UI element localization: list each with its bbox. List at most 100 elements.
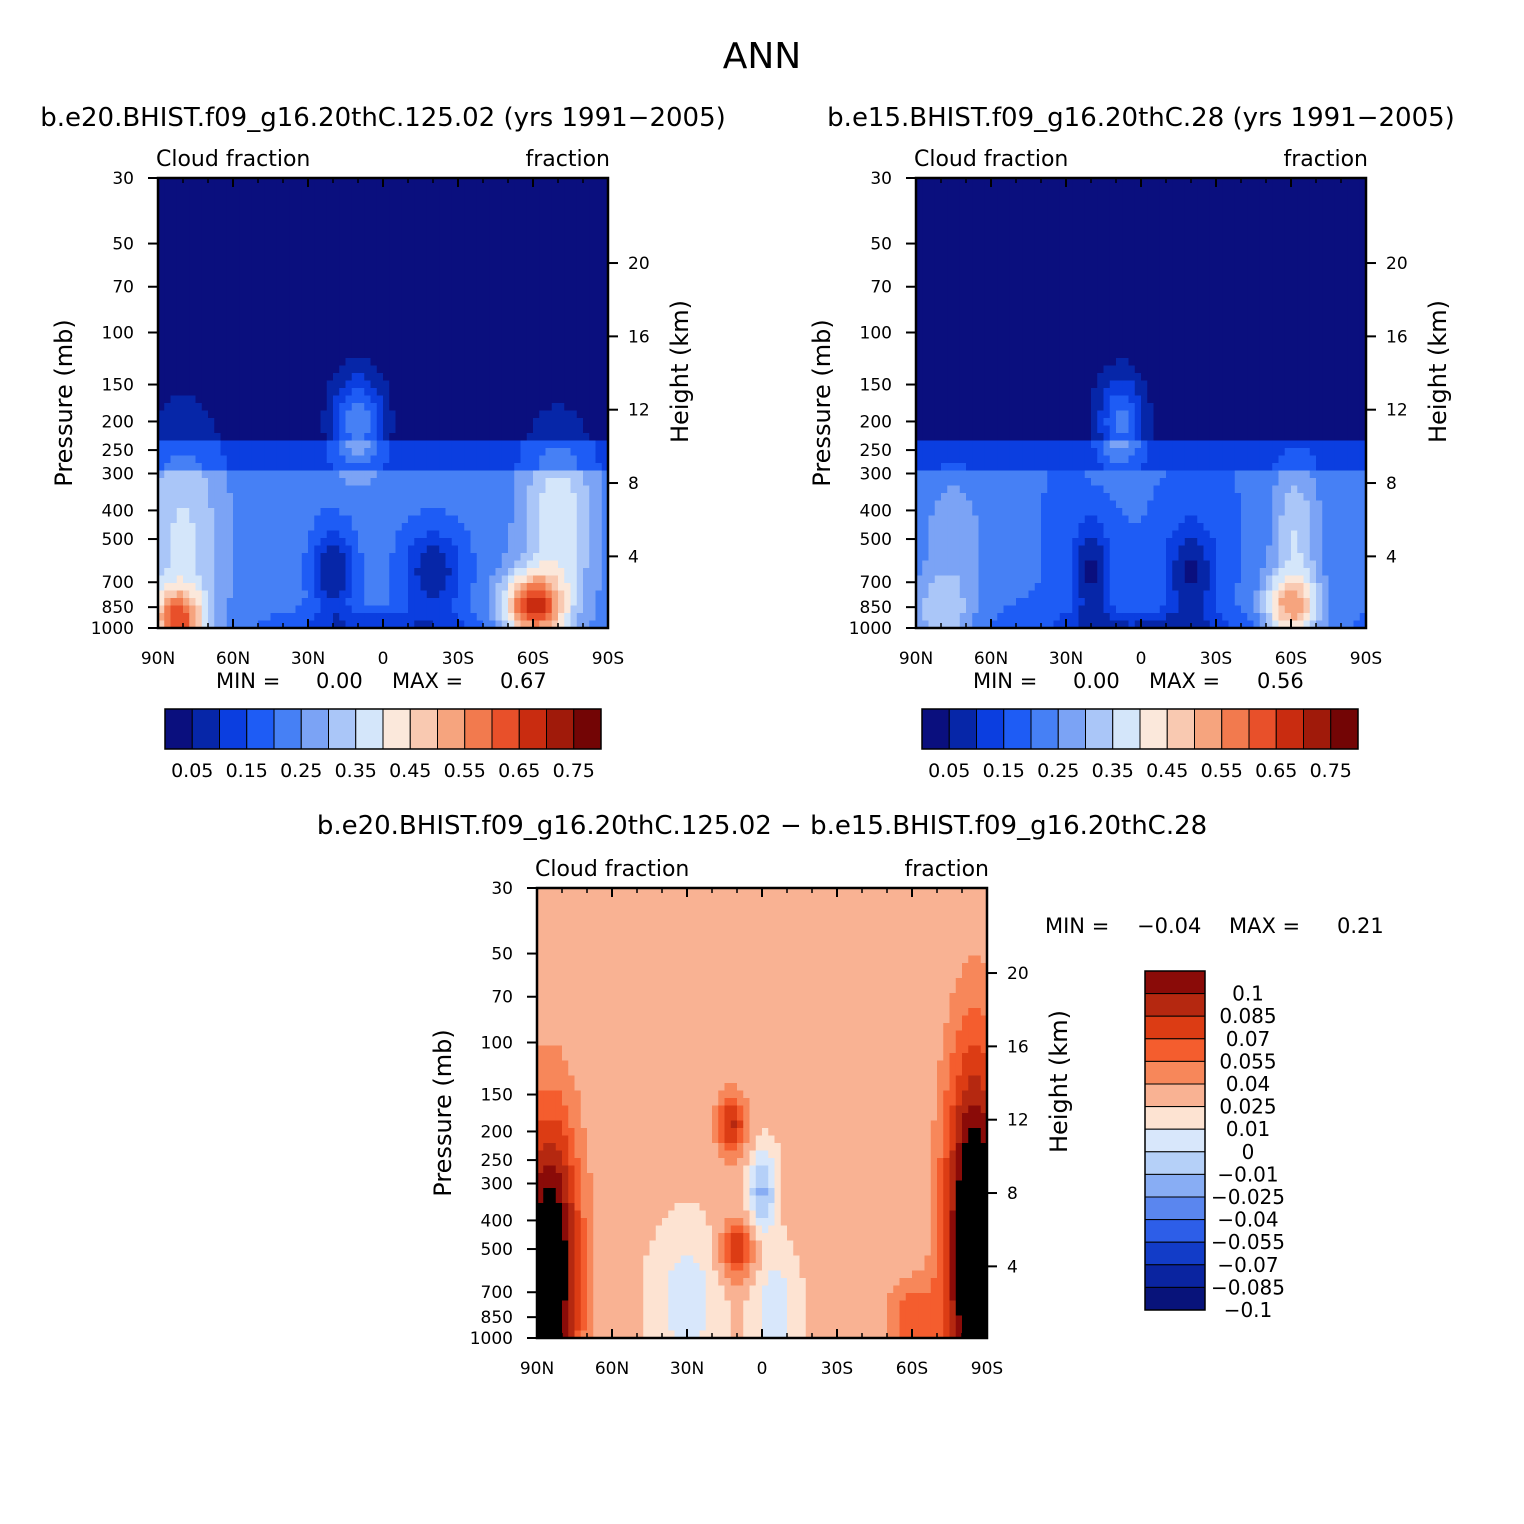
x-tick-label: 30N	[291, 649, 325, 669]
y-tick-label: 250	[481, 1151, 513, 1171]
colorbar: 0.05 0.15 0.25 0.35 0.45 0.55 0.65 0.75	[164, 708, 602, 782]
y-tick-label: 850	[481, 1308, 513, 1328]
colorbar-swatch	[219, 708, 248, 750]
colorbar-swatch	[1144, 1151, 1206, 1175]
y-tick-label: 300	[102, 464, 134, 484]
x-tick-label: 60N	[595, 1359, 629, 1379]
variable-label: Cloud fraction	[535, 857, 689, 882]
x-tick-label: 30S	[442, 649, 474, 669]
colorbar-swatch	[1144, 1038, 1206, 1062]
colorbar-swatch	[1330, 708, 1359, 750]
y-axis-label-right: Height (km)	[1045, 1010, 1073, 1153]
colorbar-label: 0.65	[1255, 760, 1297, 782]
max-label: MAX =	[392, 669, 463, 693]
y-tick-label: 70	[112, 278, 134, 298]
height-tick-label: 8	[1386, 474, 1397, 494]
colorbar-frame	[1144, 970, 1206, 1311]
y-tick-label: 200	[860, 412, 892, 432]
units-label: fraction	[904, 857, 989, 882]
colorbar-label: 0.35	[1092, 760, 1134, 782]
colorbar-label: 0.45	[1146, 760, 1188, 782]
y-tick-label: 400	[860, 501, 892, 521]
x-tick-label: 30S	[821, 1359, 853, 1379]
y-tick-label: 500	[481, 1240, 513, 1260]
colorbar-swatch	[191, 708, 220, 750]
x-tick-label: 60S	[1275, 649, 1307, 669]
colorbar-swatch	[1144, 1106, 1206, 1130]
x-tick-label: 60N	[974, 649, 1008, 669]
colorbar-label: 0.55	[444, 760, 486, 782]
y-axis-label-right: Height (km)	[1424, 300, 1452, 443]
colorbar-swatch	[1144, 1173, 1206, 1198]
height-tick-label: 12	[1386, 401, 1408, 421]
min-value: 0.00	[316, 669, 363, 693]
height-tick-label: 16	[1386, 327, 1408, 347]
colorbar-label: 0.04	[1226, 1072, 1271, 1096]
colorbar-swatch	[1144, 1219, 1206, 1243]
y-tick-label: 850	[102, 598, 134, 618]
min-label: MIN =	[216, 669, 280, 693]
colorbar-label: 0.07	[1226, 1027, 1271, 1051]
units-label: fraction	[1283, 147, 1368, 172]
x-tick-label: 90S	[971, 1359, 1003, 1379]
y-tick-label: 250	[102, 441, 134, 461]
y-tick-label: 700	[860, 573, 892, 593]
height-tick-label: 16	[1007, 1037, 1029, 1057]
colorbar-swatch	[1275, 708, 1304, 750]
y-tick-label: 850	[860, 598, 892, 618]
min-label: MIN =	[973, 669, 1037, 693]
y-tick-label: 300	[860, 464, 892, 484]
height-tick-label: 12	[1007, 1111, 1029, 1131]
colorbar-swatch	[1144, 1241, 1206, 1266]
chart-panel: 90N 60N 30N 0 30S 60S 90S 30 50 70 100 150 200 250 300…	[808, 147, 1452, 669]
colorbar-swatch	[1144, 1286, 1206, 1311]
colorbar-label: 0.15	[983, 760, 1025, 782]
max-value: 0.67	[500, 669, 547, 693]
colorbar-swatch	[1144, 1060, 1206, 1085]
colorbar-swatch	[1221, 708, 1250, 750]
colorbar-swatch	[1144, 1015, 1206, 1040]
x-tick-label: 60N	[216, 649, 250, 669]
colorbar-label: 0.025	[1219, 1095, 1276, 1119]
height-tick-label: 4	[628, 547, 639, 567]
colorbar-swatch	[1303, 708, 1332, 750]
colorbar-swatch	[1166, 708, 1195, 750]
height-tick-label: 12	[628, 401, 650, 421]
y-tick-label: 250	[860, 441, 892, 461]
y-tick-label: 200	[102, 412, 134, 432]
y-tick-label: 300	[481, 1174, 513, 1194]
colorbar-label: −0.055	[1211, 1230, 1285, 1254]
y-tick-label: 30	[870, 169, 892, 189]
variable-label: Cloud fraction	[914, 147, 1068, 172]
figure-title: ANN	[722, 36, 802, 77]
colorbar-swatch	[1057, 708, 1086, 750]
y-tick-label: 700	[102, 573, 134, 593]
x-tick-label: 0	[378, 649, 389, 669]
colorbar-label: 0.085	[1219, 1004, 1276, 1028]
colorbar-label: 0.05	[928, 760, 970, 782]
colorbar-swatch	[1144, 1264, 1206, 1288]
colorbar: 0.05 0.15 0.25 0.35 0.45 0.55 0.65 0.75	[921, 708, 1359, 782]
colorbar-label: 0.05	[171, 760, 213, 782]
y-tick-label: 100	[102, 324, 134, 344]
height-tick-label: 20	[1386, 254, 1408, 274]
colorbar-swatch	[1112, 708, 1141, 750]
colorbar-swatch	[921, 708, 950, 750]
min-value: 0.00	[1073, 669, 1120, 693]
chart-panel: 90N 60N 30N 0 30S 60S 90S 30 50 70 100 150 200 250 300…	[50, 147, 694, 669]
contour-field	[158, 178, 609, 629]
colorbar-label: −0.07	[1217, 1253, 1278, 1277]
colorbar-swatch	[382, 708, 411, 750]
height-tick-label: 4	[1007, 1257, 1018, 1277]
y-tick-label: 200	[481, 1122, 513, 1142]
x-tick-label: 0	[1136, 649, 1147, 669]
colorbar-label: −0.01	[1217, 1162, 1278, 1186]
colorbar-swatch	[328, 708, 357, 750]
y-tick-label: 150	[860, 376, 892, 396]
y-tick-label: 50	[870, 235, 892, 255]
min-value: −0.04	[1137, 914, 1201, 938]
y-tick-label: 400	[481, 1211, 513, 1231]
colorbar-label: 0.75	[553, 760, 595, 782]
